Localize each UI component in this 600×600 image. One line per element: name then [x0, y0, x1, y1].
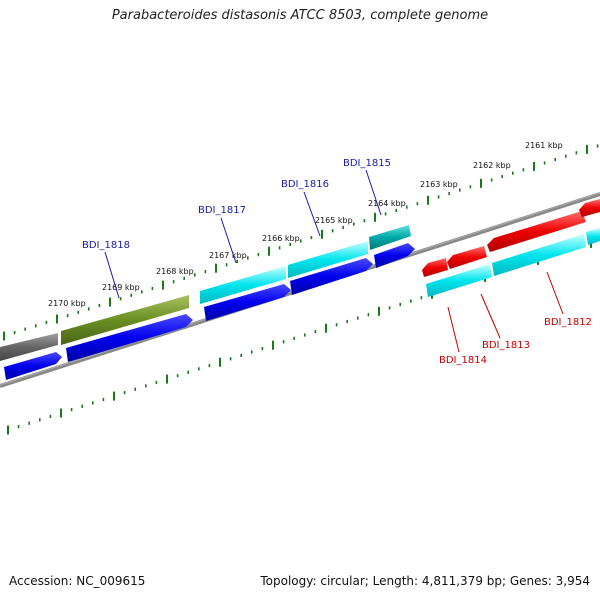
leader-bdi-1815: [365, 169, 382, 216]
leader-bdi-1813: [480, 293, 501, 339]
leader-bdi-1812: [546, 271, 564, 315]
cds-red-2: [447, 246, 487, 269]
feature-cyan-e: [586, 228, 600, 245]
scale-label-2170: 2170 kbp: [48, 299, 86, 308]
cds-red-1: [422, 258, 448, 277]
outer-tick-row: [3, 144, 599, 341]
feature-gray: [0, 333, 58, 361]
gene-label-bdi-1816: BDI_1816: [281, 179, 329, 190]
gene-label-bdi-1814: BDI_1814: [439, 355, 487, 366]
feature-row-red: [422, 199, 600, 277]
leader-bdi-1817: [220, 217, 237, 264]
feature-row-blue: [4, 243, 415, 380]
scale-label-2162: 2162 kbp: [473, 161, 511, 170]
map-title: Parabacteroides distasonis ATCC 8503, co…: [111, 8, 489, 23]
cds-red-4: [579, 199, 600, 217]
feature-teal: [369, 225, 411, 250]
leader-bdi-1816: [303, 191, 321, 237]
genome-stats-text: Topology: circular; Length: 4,811,379 bp…: [260, 574, 590, 588]
cds-blue-3: [204, 284, 291, 321]
accession-text: Accession: NC_009615: [9, 574, 146, 588]
scale-label-2165: 2165 kbp: [315, 216, 353, 225]
leader-bdi-1818: [104, 251, 120, 299]
feature-row-outer: [0, 225, 411, 361]
scale-label-2164: 2164 kbp: [368, 199, 406, 208]
scale-label-2167: 2167 kbp: [209, 251, 247, 260]
scale-label-2169: 2169 kbp: [102, 283, 140, 292]
gene-labels: BDI_1815 BDI_1816 BDI_1817 BDI_1818 BDI_…: [82, 158, 592, 366]
gene-label-bdi-1812: BDI_1812: [544, 317, 592, 328]
gene-label-leaders: [104, 169, 564, 353]
scale-label-2163: 2163 kbp: [420, 180, 458, 189]
feature-cyan-c: [426, 264, 492, 297]
scale-labels: 2161 kbp 2162 kbp 2163 kbp 2164 kbp 2165…: [48, 141, 563, 308]
cds-blue-2: [66, 314, 193, 362]
cds-blue-5: [374, 243, 415, 268]
gene-label-bdi-1817: BDI_1817: [198, 205, 246, 216]
scale-label-2168: 2168 kbp: [156, 267, 194, 276]
cds-blue-1: [4, 352, 62, 380]
cds-red-3: [487, 211, 586, 252]
feature-cyan-b: [288, 241, 368, 278]
cds-blue-4: [290, 258, 373, 295]
gene-label-bdi-1818: BDI_1818: [82, 240, 130, 251]
scale-label-2161: 2161 kbp: [525, 141, 563, 150]
scale-label-2166: 2166 kbp: [262, 234, 300, 243]
leader-bdi-1814: [447, 306, 460, 353]
gene-label-bdi-1815: BDI_1815: [343, 158, 391, 169]
feature-olive: [61, 295, 189, 345]
gene-label-bdi-1813: BDI_1813: [482, 340, 530, 351]
feature-cyan-a: [200, 266, 286, 304]
feature-row-cyan-inner: [426, 228, 600, 297]
feature-cyan-d: [492, 234, 586, 276]
